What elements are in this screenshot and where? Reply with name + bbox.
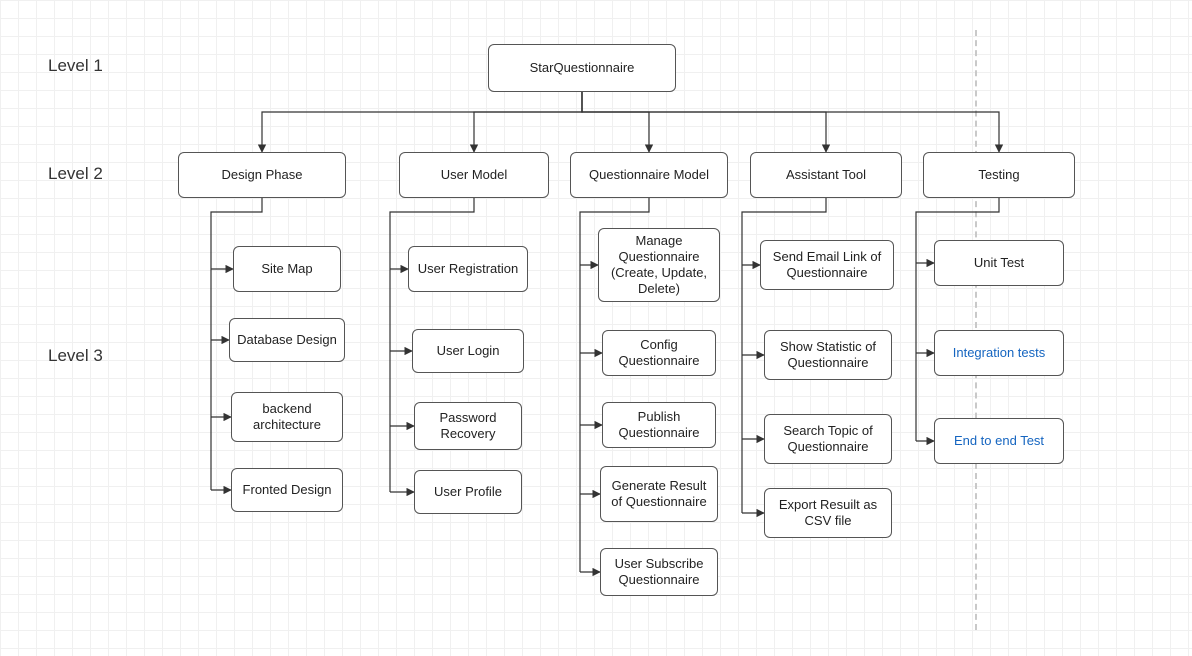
node-design-phase: Design Phase [178,152,346,198]
level-2-label: Level 2 [48,164,103,184]
node-send-email-link: Send Email Link of Questionnaire [760,240,894,290]
level-1-label: Level 1 [48,56,103,76]
edges-canvas [0,0,1192,656]
node-password-recovery: Password Recovery [414,402,522,450]
node-search-topic: Search Topic of Questionnaire [764,414,892,464]
node-questionnaire-model: Questionnaire Model [570,152,728,198]
node-end-to-end-test: End to end Test [934,418,1064,464]
node-publish-questionnaire: Publish Questionnaire [602,402,716,448]
node-user-subscribe: User Subscribe Questionnaire [600,548,718,596]
node-user-registration: User Registration [408,246,528,292]
node-config-questionnaire: Config Questionnaire [602,330,716,376]
node-integration-tests: Integration tests [934,330,1064,376]
node-database-design: Database Design [229,318,345,362]
level-3-label: Level 3 [48,346,103,366]
node-user-login: User Login [412,329,524,373]
node-backend-architecture: backend architecture [231,392,343,442]
node-root: StarQuestionnaire [488,44,676,92]
node-frontend-design: Fronted Design [231,468,343,512]
node-unit-test: Unit Test [934,240,1064,286]
node-show-statistic: Show Statistic of Questionnaire [764,330,892,380]
node-user-profile: User Profile [414,470,522,514]
node-export-csv: Export Resuilt as CSV file [764,488,892,538]
node-user-model: User Model [399,152,549,198]
node-manage-questionnaire: Manage Questionnaire (Create, Update, De… [598,228,720,302]
node-site-map: Site Map [233,246,341,292]
node-assistant-tool: Assistant Tool [750,152,902,198]
node-generate-result: Generate Result of Questionnaire [600,466,718,522]
node-testing: Testing [923,152,1075,198]
